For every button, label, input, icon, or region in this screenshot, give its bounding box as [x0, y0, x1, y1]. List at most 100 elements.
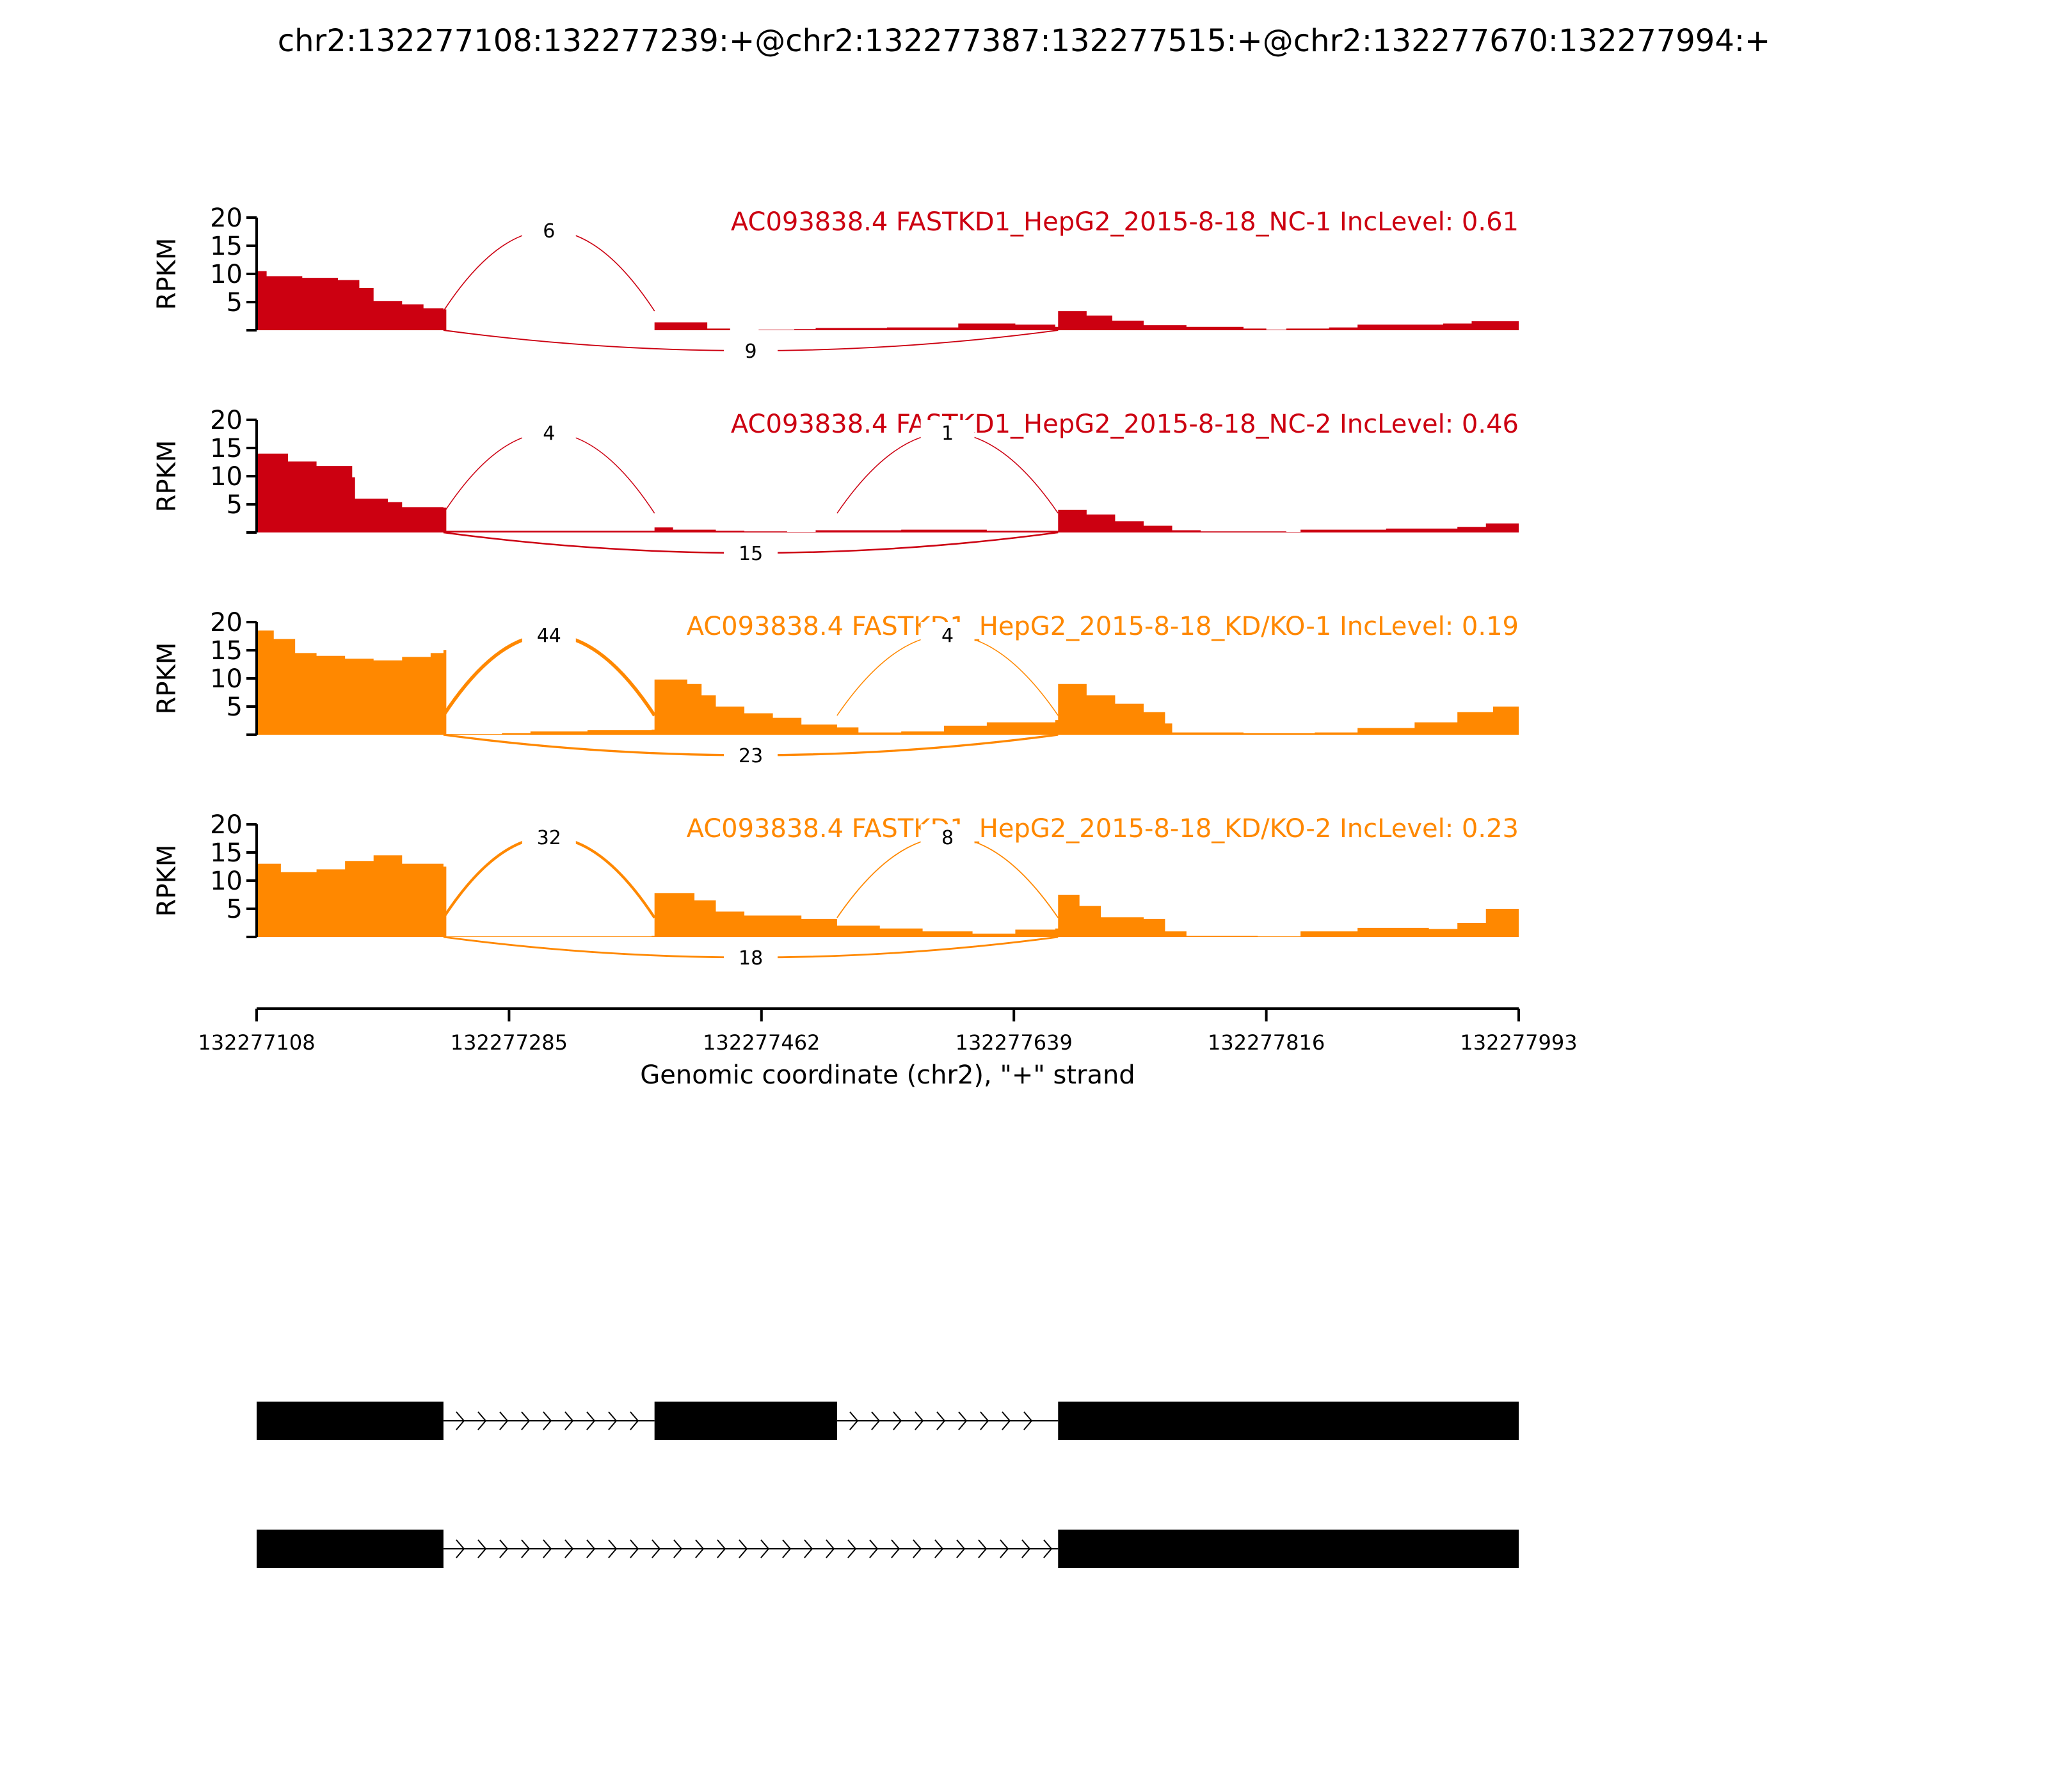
coverage-area: [257, 271, 1519, 330]
strand-arrow: [739, 1539, 748, 1558]
strand-arrow: [521, 1539, 531, 1558]
strand-arrow: [913, 1539, 922, 1558]
isoform-2: [257, 1530, 1519, 1568]
junction-label-bg: [724, 338, 778, 364]
y-tick-label: 20: [210, 810, 243, 840]
exon-block: [654, 1402, 837, 1440]
y-tick-label: 20: [210, 204, 243, 233]
strand-arrow: [891, 1539, 900, 1558]
track-label: AC093838.4 FASTKD1_HepG2_2015-8-18_KD/KO…: [687, 612, 1519, 641]
x-tick-label: 132277285: [451, 1030, 568, 1055]
y-axis-label: RPKM: [152, 643, 182, 715]
junction-count-label: 6: [543, 220, 555, 243]
x-tick-label: 132277639: [956, 1030, 1073, 1055]
strand-arrow: [586, 1539, 596, 1558]
strand-arrow: [521, 1411, 531, 1430]
track-label: AC093838.4 FASTKD1_HepG2_2015-8-18_NC-1 …: [731, 207, 1519, 237]
strand-arrow: [936, 1411, 946, 1430]
y-tick-label: 10: [210, 462, 243, 492]
strand-arrow: [543, 1539, 552, 1558]
strand-arrow: [849, 1411, 859, 1430]
junction-label-bg: [522, 218, 576, 243]
y-tick-label: 10: [210, 664, 243, 694]
track-label: AC093838.4 FASTKD1_HepG2_2015-8-18_NC-2 …: [731, 410, 1519, 439]
isoform-models: [257, 1402, 1519, 1568]
coverage-area: [257, 630, 1519, 735]
strand-arrow: [652, 1539, 661, 1558]
junction-label-bg: [522, 622, 576, 648]
strand-arrow: [456, 1539, 465, 1558]
y-tick-label: 10: [210, 260, 243, 289]
junction-label-bg: [724, 945, 778, 970]
strand-arrow: [630, 1411, 639, 1430]
junction-count-label: 4: [543, 422, 555, 445]
y-axis-label: RPKM: [152, 238, 182, 310]
y-tick-label: 15: [210, 232, 243, 261]
junction-count-label: 23: [739, 745, 763, 767]
strand-arrow: [847, 1539, 857, 1558]
y-tick-label: 15: [210, 636, 243, 666]
y-tick-label: 5: [227, 692, 243, 722]
strand-arrow: [608, 1411, 618, 1430]
junction-count-label: 32: [537, 827, 561, 849]
strand-arrow: [456, 1411, 465, 1430]
junction-count-label: 9: [745, 340, 757, 363]
exon-block: [1058, 1530, 1519, 1568]
strand-arrow: [586, 1411, 596, 1430]
strand-arrow: [826, 1539, 835, 1558]
strand-arrow: [782, 1539, 792, 1558]
strand-arrow: [915, 1411, 924, 1430]
x-axis-label: Genomic coordinate (chr2), "+" strand: [640, 1060, 1135, 1090]
plot-title: chr2:132277108:132277239:+@chr2:13227738…: [278, 23, 1771, 59]
isoform-1: [257, 1402, 1519, 1440]
junction-count-label: 44: [537, 625, 561, 647]
y-tick-label: 5: [227, 490, 243, 520]
junction-count-label: 15: [739, 543, 763, 565]
junction-count-label: 18: [739, 947, 763, 970]
junction-label-bg: [724, 742, 778, 768]
junction-count-label: 8: [941, 827, 954, 849]
strand-arrow: [956, 1539, 966, 1558]
strand-arrow: [717, 1539, 726, 1558]
strand-arrow: [564, 1411, 574, 1430]
junction-label-bg: [724, 540, 778, 566]
junction-count-label: 1: [941, 422, 954, 445]
y-tick-label: 15: [210, 838, 243, 868]
coverage-area: [257, 453, 1519, 532]
x-tick-label: 132277993: [1460, 1030, 1577, 1055]
junction-label-bg: [522, 824, 576, 850]
strand-arrow: [608, 1539, 618, 1558]
y-axis-label: RPKM: [152, 845, 182, 917]
strand-arrow: [1002, 1411, 1011, 1430]
strand-arrow: [869, 1539, 879, 1558]
exon-block: [257, 1402, 444, 1440]
y-tick-label: 20: [210, 608, 243, 637]
strand-arrow: [934, 1539, 944, 1558]
junction-label-bg: [522, 420, 576, 445]
strand-arrow: [673, 1539, 683, 1558]
y-axis-label: RPKM: [152, 440, 182, 513]
x-tick-label: 132277462: [703, 1030, 820, 1055]
strand-arrow: [871, 1411, 881, 1430]
strand-arrow: [760, 1539, 770, 1558]
strand-arrow: [564, 1539, 574, 1558]
track-label: AC093838.4 FASTKD1_HepG2_2015-8-18_KD/KO…: [687, 814, 1519, 844]
junction-label-bg: [920, 420, 975, 445]
strand-arrow: [1023, 1411, 1033, 1430]
strand-arrow: [1043, 1539, 1053, 1558]
strand-arrow: [630, 1539, 639, 1558]
track-2: 510 15 20 RPKM AC093838.4 FASTKD1_HepG2_2015…: [152, 406, 1519, 566]
y-tick-label: 10: [210, 867, 243, 896]
junction-label-bg: [920, 622, 975, 648]
strand-arrow: [980, 1411, 989, 1430]
strand-arrow: [695, 1539, 705, 1558]
exon-block: [257, 1530, 444, 1568]
x-axis: Genomic coordinate (chr2), "+" strand 13…: [198, 1007, 1578, 1090]
exon-block: [1058, 1402, 1519, 1440]
strand-arrow: [893, 1411, 902, 1430]
strand-arrow: [1021, 1539, 1031, 1558]
y-tick-label: 20: [210, 406, 243, 435]
